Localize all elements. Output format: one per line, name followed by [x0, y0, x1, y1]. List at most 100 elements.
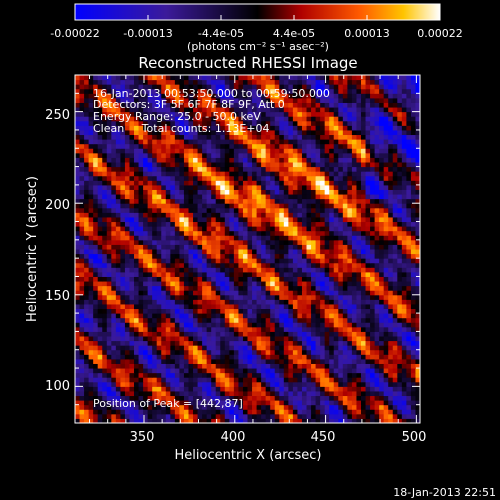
- heatmap-cell: [397, 157, 403, 163]
- heatmap-cell: [211, 322, 217, 328]
- heatmap-cell: [265, 281, 271, 287]
- heatmap-cell: [220, 381, 226, 387]
- heatmap-cell: [415, 404, 420, 410]
- heatmap-cell: [311, 294, 317, 300]
- heatmap-cell: [129, 221, 135, 227]
- heatmap-cell: [170, 194, 176, 200]
- heatmap-cell: [365, 244, 371, 250]
- heatmap-cell: [197, 299, 203, 305]
- heatmap-cell: [401, 189, 407, 195]
- heatmap-cell: [256, 331, 262, 337]
- heatmap-cell: [152, 189, 158, 195]
- heatmap-cell: [333, 395, 339, 401]
- heatmap-cell: [193, 157, 199, 163]
- heatmap-cell: [233, 390, 239, 397]
- heatmap-cell: [297, 308, 303, 314]
- heatmap-cell: [106, 194, 112, 200]
- heatmap-cell: [215, 336, 221, 342]
- heatmap-cell: [161, 317, 167, 323]
- heatmap-cell: [183, 299, 189, 305]
- heatmap-cell: [206, 180, 212, 186]
- heatmap-cell: [147, 239, 153, 245]
- heatmap-cell: [84, 409, 90, 415]
- heatmap-cell: [215, 395, 221, 401]
- heatmap-cell: [301, 326, 308, 332]
- heatmap-cell: [370, 253, 376, 259]
- heatmap-cell: [315, 239, 321, 245]
- heatmap-cell: [97, 386, 103, 392]
- heatmap-cell: [183, 152, 189, 158]
- heatmap-cell: [202, 198, 208, 204]
- heatmap-cell: [283, 354, 289, 360]
- heatmap-cell: [193, 134, 199, 140]
- heatmap-cell: [401, 281, 407, 287]
- heatmap-cell: [406, 377, 412, 383]
- heatmap-cell: [379, 216, 385, 223]
- heatmap-cell: [124, 120, 130, 126]
- heatmap-cell: [288, 157, 294, 163]
- heatmap-cell: [197, 418, 203, 423]
- heatmap-cell: [329, 162, 335, 168]
- heatmap-cell: [183, 358, 189, 364]
- heatmap-cell: [301, 139, 308, 145]
- heatmap-cell: [79, 294, 85, 300]
- heatmap-cell: [129, 152, 135, 158]
- heatmap-cell: [202, 409, 208, 415]
- heatmap-cell: [79, 262, 85, 268]
- heatmap-cell: [161, 180, 167, 186]
- heatmap-cell: [379, 290, 385, 296]
- heatmap-cell: [342, 317, 348, 323]
- heatmap-cell: [224, 180, 230, 186]
- heatmap-cell: [265, 308, 271, 314]
- heatmap-cell: [106, 317, 112, 323]
- heatmap-cell: [410, 404, 416, 410]
- heatmap-cell: [356, 129, 362, 136]
- heatmap-cell: [288, 267, 294, 273]
- heatmap-cell: [170, 363, 176, 369]
- heatmap-cell: [206, 336, 212, 342]
- heatmap-cell: [283, 271, 289, 277]
- heatmap-cell: [360, 216, 367, 223]
- heatmap-cell: [138, 358, 144, 364]
- heatmap-cell: [161, 381, 167, 387]
- heatmap-cell: [120, 226, 126, 232]
- heatmap-cell: [134, 317, 140, 323]
- heatmap-cell: [183, 340, 189, 346]
- heatmap-cell: [342, 180, 348, 186]
- heatmap-cell: [338, 171, 344, 177]
- heatmap-cell: [320, 171, 326, 177]
- heatmap-cell: [138, 258, 144, 264]
- heatmap-cell: [410, 189, 416, 195]
- heatmap-cell: [274, 386, 280, 392]
- heatmap-cell: [206, 368, 212, 374]
- heatmap-cell: [365, 271, 371, 277]
- heatmap-cell: [156, 162, 162, 168]
- heatmap-cell: [102, 281, 108, 287]
- heatmap-cell: [84, 294, 90, 300]
- heatmap-cell: [143, 207, 149, 213]
- heatmap-cell: [124, 400, 130, 406]
- heatmap-cell: [388, 226, 394, 232]
- heatmap-cell: [242, 285, 248, 291]
- heatmap-cell: [329, 271, 335, 277]
- heatmap-cell: [193, 221, 199, 227]
- heatmap-cell: [410, 276, 416, 282]
- heatmap-cell: [84, 180, 90, 186]
- heatmap-cell: [370, 386, 376, 392]
- heatmap-cell: [183, 372, 189, 378]
- heatmap-cell: [106, 244, 112, 250]
- heatmap-cell: [124, 148, 130, 154]
- heatmap-cell: [106, 267, 112, 273]
- heatmap-cell: [156, 317, 162, 323]
- heatmap-cell: [134, 281, 140, 287]
- heatmap-cell: [211, 331, 217, 337]
- heatmap-cell: [311, 381, 317, 387]
- heatmap-cell: [279, 368, 285, 374]
- heatmap-cell: [143, 129, 149, 136]
- heatmap-cell: [301, 313, 308, 319]
- heatmap-cell: [183, 271, 189, 277]
- heatmap-cell: [338, 409, 344, 415]
- heatmap-cell: [356, 139, 362, 145]
- heatmap-cell: [383, 194, 389, 200]
- heatmap-cell: [297, 244, 303, 250]
